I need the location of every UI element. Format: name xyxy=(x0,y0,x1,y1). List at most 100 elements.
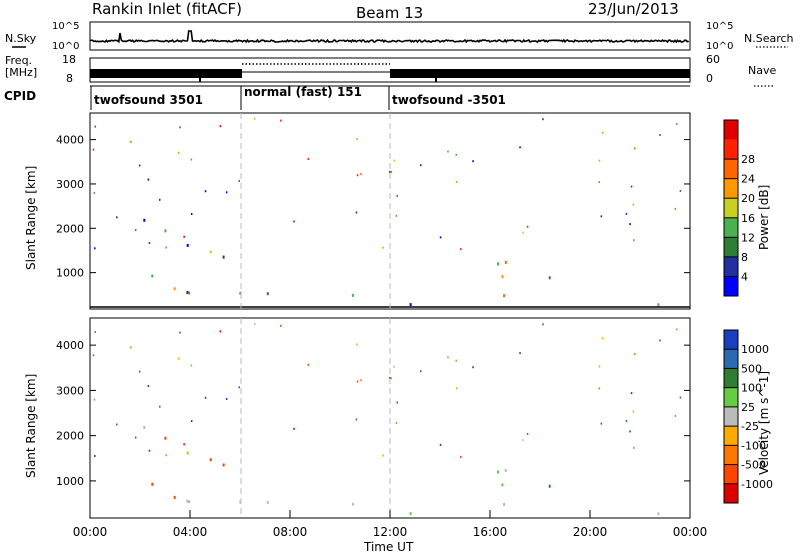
power-panel-frame xyxy=(89,112,691,310)
data-cell xyxy=(280,324,282,327)
colorbar-swatch xyxy=(724,237,738,257)
velocity-colorbar-label: Velocity [m s^-1] xyxy=(757,371,771,475)
data-cell xyxy=(225,398,228,400)
colorbar-tick-label: 4 xyxy=(741,270,748,283)
data-cell xyxy=(138,164,141,167)
data-cell xyxy=(356,343,358,346)
colorbar-tick-label: 1000 xyxy=(741,343,769,356)
data-cell xyxy=(542,323,544,326)
noise-left-tick-top: 10^5 xyxy=(52,21,79,32)
noise-right-tick-top: 10^5 xyxy=(706,21,733,32)
colorbar-swatch xyxy=(724,276,738,296)
data-cell xyxy=(522,439,524,442)
data-cell xyxy=(143,426,146,429)
data-cell xyxy=(630,185,633,188)
data-cell xyxy=(190,420,193,423)
data-cell xyxy=(360,379,362,382)
colorbar-swatch xyxy=(724,159,738,179)
data-cell xyxy=(395,421,398,424)
time-tick-label: 20:00 xyxy=(573,525,608,539)
data-cell xyxy=(266,292,269,296)
data-cell xyxy=(188,291,191,295)
colorbar-swatch xyxy=(724,349,738,369)
data-cell xyxy=(625,212,628,215)
data-cell xyxy=(409,303,412,307)
data-cell xyxy=(151,274,154,278)
data-cell xyxy=(633,353,636,356)
data-cell xyxy=(388,170,391,173)
data-cell xyxy=(393,159,395,162)
data-cell xyxy=(93,191,96,194)
data-cell xyxy=(94,330,96,333)
data-cell xyxy=(173,287,176,291)
y-tick-label: 2000 xyxy=(56,430,84,443)
colorbar-frame xyxy=(723,119,739,297)
data-cell xyxy=(420,164,422,167)
colorbar-swatch xyxy=(724,217,738,238)
y-tick-label: 4000 xyxy=(56,134,84,147)
colorbar-tick-label: 8 xyxy=(741,251,748,264)
data-cell xyxy=(674,207,677,210)
data-cell xyxy=(143,218,146,222)
velocity-ylabel: Slant Range [km] xyxy=(24,374,38,478)
data-cell xyxy=(455,153,457,156)
figure-title: Rankin Inlet (fitACF) xyxy=(92,0,242,18)
frequency-panel: Freq. [MHz] 18 8 60 0 Nave xyxy=(5,53,776,87)
data-cell xyxy=(472,160,474,163)
colorbar-swatch xyxy=(724,483,738,503)
data-cell xyxy=(548,484,551,488)
cpid-segment-3: twofsound -3501 xyxy=(392,93,506,107)
data-cell xyxy=(186,499,189,503)
data-cell xyxy=(657,512,660,516)
frequency-bar-segment-2 xyxy=(390,69,690,78)
nave-right-tick-bottom: 0 xyxy=(706,72,713,85)
freq-left-label-1: Freq. xyxy=(5,54,32,67)
data-cell xyxy=(629,223,631,226)
colorbar-swatch xyxy=(724,387,738,407)
data-cell xyxy=(307,363,309,366)
data-cell xyxy=(356,138,358,140)
noise-right-label: N.Search xyxy=(744,32,794,45)
data-cell xyxy=(542,118,544,121)
data-cell xyxy=(497,262,499,266)
data-cell xyxy=(94,455,96,457)
colorbar-tick-label: -1000 xyxy=(741,478,773,491)
beam-label: Beam 13 xyxy=(356,4,423,22)
colorbar-swatch xyxy=(724,139,738,160)
data-cell xyxy=(351,293,354,297)
colorbar-swatch xyxy=(724,120,738,140)
data-cell xyxy=(409,512,412,516)
data-cell xyxy=(116,423,118,426)
data-cell xyxy=(396,194,398,197)
data-cell xyxy=(190,158,193,161)
colorbar-swatch xyxy=(724,178,738,199)
data-cell xyxy=(396,401,398,404)
freq-left-tick-top: 18 xyxy=(62,53,76,66)
data-cell xyxy=(632,410,635,413)
data-cell xyxy=(395,214,398,217)
data-cell xyxy=(503,294,506,298)
freq-left-tick-bottom: 8 xyxy=(66,72,73,85)
data-cell xyxy=(190,213,193,215)
data-cell xyxy=(164,436,167,440)
data-cell xyxy=(209,458,212,462)
data-cell xyxy=(447,356,449,359)
data-cell xyxy=(159,198,161,201)
velocity-colorbar: 1000 500 100 25 -25 -100 -500 -1000 xyxy=(723,329,773,504)
data-cell xyxy=(659,134,661,136)
data-cell xyxy=(151,482,154,486)
data-cell xyxy=(600,215,603,218)
data-cell xyxy=(130,140,132,143)
data-cell xyxy=(456,180,458,183)
time-tick-label: 08:00 xyxy=(273,525,308,539)
power-ylabel: Slant Range [km] xyxy=(24,166,38,270)
noise-left-label: N.Sky xyxy=(5,32,37,45)
data-cell xyxy=(204,190,207,193)
colorbar-tick-label: 16 xyxy=(741,212,755,225)
data-cell xyxy=(548,276,551,280)
power-panel: 1000 2000 3000 4000 Slant Range [km] 4 8 12 16… xyxy=(24,112,771,310)
data-cell xyxy=(130,346,132,349)
data-cell xyxy=(676,123,678,126)
y-tick-label: 3000 xyxy=(56,178,84,191)
power-colorbar: 4 8 12 16 20 24 28 xyxy=(723,119,755,297)
